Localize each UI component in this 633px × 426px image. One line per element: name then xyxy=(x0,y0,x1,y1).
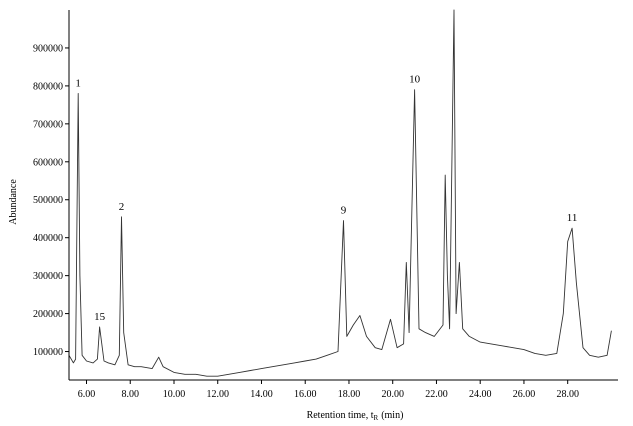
peak-label: 1 xyxy=(75,77,81,89)
peak-label: 9 xyxy=(341,205,347,217)
peak-label: 10 xyxy=(409,74,421,86)
y-axis-label: Abundance xyxy=(8,179,19,225)
x-tick-label: 18.00 xyxy=(338,389,361,400)
x-tick-label: 10.00 xyxy=(163,389,186,400)
y-tick-label: 900000 xyxy=(33,43,63,54)
x-tick-label: 22.00 xyxy=(425,389,448,400)
x-tick-label: 8.00 xyxy=(121,389,139,400)
trace-layer xyxy=(68,9,612,377)
peak-label: 15 xyxy=(94,311,106,323)
x-axis-label-subscript: R xyxy=(374,414,379,422)
y-tick-label: 300000 xyxy=(33,271,63,282)
x-axis-label: Retention time, tR (min) xyxy=(307,410,404,422)
y-tick-label: 700000 xyxy=(33,119,63,130)
y-tick-label: 400000 xyxy=(33,233,63,244)
x-tick-label: 24.00 xyxy=(469,389,492,400)
label-layer: 100000 200000 300000 400000 500000 600000 7000… xyxy=(33,43,579,400)
y-tick-label: 100000 xyxy=(33,347,63,358)
y-tick-label: 200000 xyxy=(33,309,63,320)
y-tick-label: 800000 xyxy=(33,81,63,92)
x-tick-label: 20.00 xyxy=(381,389,404,400)
peak-label: 11 xyxy=(567,212,578,224)
x-tick-label: 16.00 xyxy=(294,389,317,400)
y-tick-label: 500000 xyxy=(33,195,63,206)
x-tick-label: 12.00 xyxy=(206,389,229,400)
y-tick-label: 600000 xyxy=(33,157,63,168)
x-tick-label: 6.00 xyxy=(78,389,96,400)
peak-label: 2 xyxy=(119,201,125,213)
x-tick-label: 26.00 xyxy=(513,389,536,400)
x-axis-label-main: Retention time, t xyxy=(307,410,374,421)
series-line xyxy=(68,9,612,377)
x-tick-label: 14.00 xyxy=(250,389,273,400)
axis-layer xyxy=(65,10,618,384)
x-axis-label-unit: (min) xyxy=(381,410,403,421)
x-tick-label: 28.00 xyxy=(556,389,579,400)
